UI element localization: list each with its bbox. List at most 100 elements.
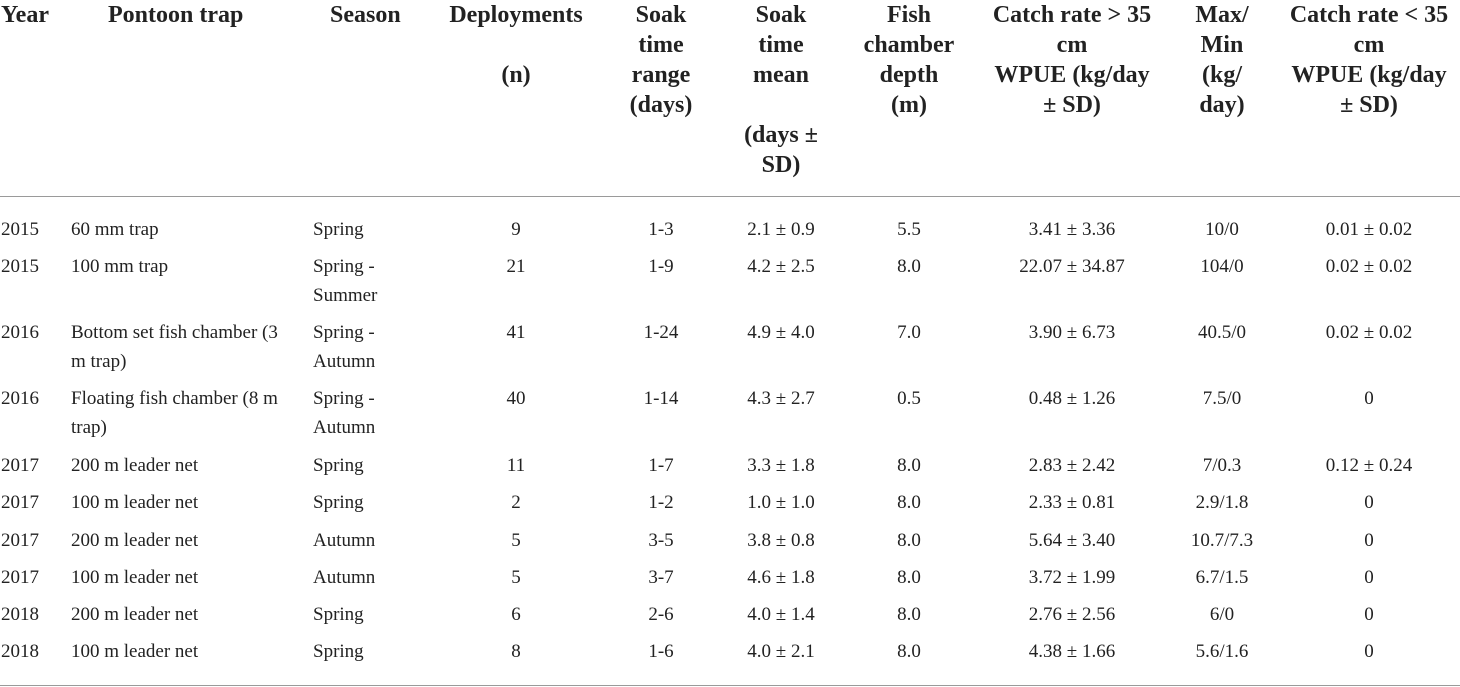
cell-fish-chamber-depth: 8.0 bbox=[897, 604, 921, 625]
cell-pontoon-trap: Floating fish chamber (8 m trap) bbox=[71, 388, 278, 438]
cell-season: Spring bbox=[313, 641, 364, 662]
cell-soak-time-mean: 4.6 ± 1.8 bbox=[747, 567, 815, 588]
cell-max-min: 10/0 bbox=[1205, 219, 1239, 240]
cell-pontoon-trap: 200 m leader net bbox=[71, 604, 199, 625]
cell-fish-chamber-depth: 8.0 bbox=[897, 455, 921, 476]
cell-fish-chamber-depth: 5.5 bbox=[897, 219, 921, 240]
cell-season: Spring - Autumn bbox=[313, 388, 376, 438]
cell-deployments: 5 bbox=[511, 530, 521, 551]
cell-fish-chamber-depth: 8.0 bbox=[897, 256, 921, 277]
cell-soak-time-range: 1-6 bbox=[648, 641, 674, 662]
header-pontoon-trap: Pontoon trap bbox=[108, 2, 244, 28]
cell-max-min: 6.7/1.5 bbox=[1195, 567, 1249, 588]
cell-season: Spring - Summer bbox=[313, 256, 378, 306]
cell-catch-rate-over-35: 4.38 ± 1.66 bbox=[1028, 641, 1116, 662]
cell-pontoon-trap: 100 m leader net bbox=[71, 567, 199, 588]
cell-year: 2017 bbox=[1, 567, 39, 588]
header-soak-time-range: Soak time range (days) bbox=[629, 2, 693, 118]
cell-catch-rate-under-35: 0 bbox=[1364, 492, 1374, 513]
cell-max-min: 2.9/1.8 bbox=[1195, 492, 1249, 513]
cell-season: Autumn bbox=[313, 567, 376, 588]
cell-season: Spring - Autumn bbox=[313, 322, 376, 372]
cell-soak-time-range: 1-2 bbox=[648, 492, 674, 513]
cell-season: Spring bbox=[313, 492, 364, 513]
cell-catch-rate-over-35: 3.41 ± 3.36 bbox=[1028, 219, 1116, 240]
cell-soak-time-mean: 3.3 ± 1.8 bbox=[747, 455, 815, 476]
cell-deployments: 41 bbox=[506, 322, 526, 343]
cell-pontoon-trap: Bottom set fish chamber (3 m trap) bbox=[71, 322, 278, 372]
cell-season: Autumn bbox=[313, 530, 376, 551]
cell-max-min: 6/0 bbox=[1209, 604, 1235, 625]
cell-year: 2016 bbox=[1, 322, 39, 343]
header-catch-rate-under-35: Catch rate < 35 cm WPUE (kg/day ± SD) bbox=[1289, 2, 1449, 118]
cell-year: 2017 bbox=[1, 530, 39, 551]
cell-fish-chamber-depth: 8.0 bbox=[897, 567, 921, 588]
cell-catch-rate-under-35: 0 bbox=[1364, 641, 1374, 662]
cell-pontoon-trap: 100 m leader net bbox=[71, 641, 199, 662]
header-divider bbox=[0, 196, 1460, 197]
cell-soak-time-mean: 4.3 ± 2.7 bbox=[747, 388, 815, 409]
cell-catch-rate-over-35: 2.33 ± 0.81 bbox=[1028, 492, 1116, 513]
cell-soak-time-mean: 4.0 ± 1.4 bbox=[747, 604, 815, 625]
cell-catch-rate-under-35: 0 bbox=[1364, 567, 1374, 588]
cell-soak-time-mean: 4.9 ± 4.0 bbox=[747, 322, 815, 343]
cell-deployments: 11 bbox=[506, 455, 526, 476]
cell-catch-rate-under-35: 0 bbox=[1364, 604, 1374, 625]
cell-deployments: 9 bbox=[511, 219, 521, 240]
cell-catch-rate-under-35: 0 bbox=[1364, 388, 1374, 409]
cell-pontoon-trap: 200 m leader net bbox=[71, 455, 199, 476]
table-header: Year Pontoon trap Season Deployments (n)… bbox=[0, 0, 1460, 196]
cell-year: 2018 bbox=[1, 641, 39, 662]
cell-max-min: 5.6/1.6 bbox=[1195, 641, 1249, 662]
cell-deployments: 5 bbox=[511, 567, 521, 588]
cell-catch-rate-over-35: 2.83 ± 2.42 bbox=[1028, 455, 1116, 476]
cell-deployments: 6 bbox=[511, 604, 521, 625]
cell-soak-time-mean: 2.1 ± 0.9 bbox=[747, 219, 815, 240]
cell-season: Spring bbox=[313, 604, 364, 625]
cell-fish-chamber-depth: 8.0 bbox=[897, 492, 921, 513]
cell-year: 2016 bbox=[1, 388, 39, 409]
cell-catch-rate-under-35: 0.01 ± 0.02 bbox=[1325, 219, 1413, 240]
cell-soak-time-range: 1-7 bbox=[648, 455, 674, 476]
cell-season: Spring bbox=[313, 219, 364, 240]
cell-catch-rate-under-35: 0.02 ± 0.02 bbox=[1325, 322, 1413, 343]
cell-pontoon-trap: 60 mm trap bbox=[71, 219, 159, 240]
cell-soak-time-range: 2-6 bbox=[648, 604, 674, 625]
cell-max-min: 7.5/0 bbox=[1202, 388, 1242, 409]
header-max-min: Max/ Min (kg/ day) bbox=[1195, 2, 1249, 118]
cell-soak-time-range: 3-7 bbox=[648, 567, 674, 588]
cell-fish-chamber-depth: 0.5 bbox=[897, 388, 921, 409]
cell-soak-time-range: 1-3 bbox=[648, 219, 674, 240]
cell-max-min: 10.7/7.3 bbox=[1190, 530, 1254, 551]
cell-catch-rate-under-35: 0.02 ± 0.02 bbox=[1325, 256, 1413, 277]
header-fish-chamber-depth: Fish chamber depth (m) bbox=[863, 2, 955, 118]
cell-year: 2015 bbox=[1, 219, 39, 240]
header-season: Season bbox=[330, 2, 401, 28]
cell-soak-time-range: 3-5 bbox=[648, 530, 674, 551]
cell-soak-time-mean: 4.2 ± 2.5 bbox=[747, 256, 815, 277]
header-catch-rate-over-35: Catch rate > 35 cm WPUE (kg/day ± SD) bbox=[992, 2, 1152, 118]
cell-max-min: 104/0 bbox=[1200, 256, 1244, 277]
cell-catch-rate-over-35: 0.48 ± 1.26 bbox=[1028, 388, 1116, 409]
cell-year: 2018 bbox=[1, 604, 39, 625]
cell-soak-time-range: 1-24 bbox=[643, 322, 679, 343]
cell-max-min: 40.5/0 bbox=[1197, 322, 1247, 343]
cell-year: 2017 bbox=[1, 455, 39, 476]
header-year: Year bbox=[1, 2, 49, 28]
cell-soak-time-mean: 3.8 ± 0.8 bbox=[747, 530, 815, 551]
cell-deployments: 2 bbox=[511, 492, 521, 513]
cell-year: 2017 bbox=[1, 492, 39, 513]
cell-pontoon-trap: 200 m leader net bbox=[71, 530, 199, 551]
cell-catch-rate-over-35: 2.76 ± 2.56 bbox=[1028, 604, 1116, 625]
cell-deployments: 21 bbox=[506, 256, 526, 277]
cell-catch-rate-over-35: 22.07 ± 34.87 bbox=[1019, 256, 1125, 277]
cell-fish-chamber-depth: 8.0 bbox=[897, 530, 921, 551]
header-soak-time-mean: Soak time mean (days ± SD) bbox=[744, 2, 818, 178]
table-bottom-rule bbox=[0, 685, 1460, 686]
cell-catch-rate-under-35: 0 bbox=[1364, 530, 1374, 551]
cell-soak-time-mean: 4.0 ± 2.1 bbox=[747, 641, 815, 662]
cell-soak-time-mean: 1.0 ± 1.0 bbox=[747, 492, 815, 513]
cell-fish-chamber-depth: 7.0 bbox=[897, 322, 921, 343]
cell-pontoon-trap: 100 m leader net bbox=[71, 492, 199, 513]
